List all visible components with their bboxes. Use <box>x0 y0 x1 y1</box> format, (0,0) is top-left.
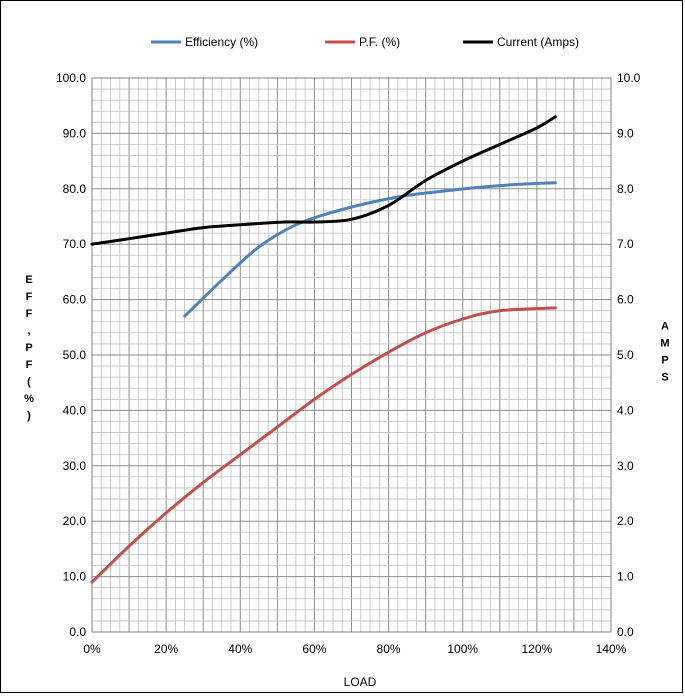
legend-label-p-f: P.F. (%) <box>359 35 400 49</box>
y-tick-label: 20.0 <box>63 514 87 528</box>
y-tick-label: 10.0 <box>63 570 87 584</box>
series-lines <box>90 115 557 584</box>
y2-tick-label: 3.0 <box>617 459 634 473</box>
y2-tick-label: 0.0 <box>617 625 634 639</box>
y2-tick-label: 9.0 <box>617 126 634 140</box>
axis-label-char: F <box>26 291 33 303</box>
axis-label-char: M <box>660 338 669 350</box>
y-tick-label: 90.0 <box>63 126 87 140</box>
x-axis-label: LOAD <box>344 675 377 689</box>
x-tick-label: 100% <box>447 642 478 656</box>
y-tick-label: 100.0 <box>56 71 86 85</box>
axis-label-char: P <box>25 342 32 354</box>
axis-label-char: F <box>26 359 33 371</box>
axis-label-char: E <box>25 274 32 286</box>
y-tick-label: 30.0 <box>63 459 87 473</box>
plot-area-border <box>91 77 612 633</box>
axis-label-char: A <box>661 321 669 333</box>
x-tick-label: 60% <box>302 642 326 656</box>
x-tick-label: 40% <box>228 642 252 656</box>
axis-label-char: F <box>26 308 33 320</box>
legend-label-current-amps: Current (Amps) <box>497 35 579 49</box>
y2-tick-label: 8.0 <box>617 182 634 196</box>
series-line-current-amps <box>90 115 557 246</box>
y-tick-label: 40.0 <box>63 403 87 417</box>
x-tick-label: 140% <box>596 642 627 656</box>
y-tick-label: 70.0 <box>63 237 87 251</box>
x-tick-label: 80% <box>377 642 401 656</box>
tick-labels: 0.0 10.0 20.0 30.0 40.0 50.0 60.0 70.0 80.0 90.0 1… <box>56 71 641 656</box>
axis-label-char: % <box>24 393 34 405</box>
grid <box>91 77 612 633</box>
axis-label-char: S <box>661 372 668 384</box>
x-tick-label: 20% <box>154 642 178 656</box>
y-tick-label: 0.0 <box>69 625 86 639</box>
y2-tick-label: 6.0 <box>617 293 634 307</box>
y-tick-label: 50.0 <box>63 348 87 362</box>
series-line-efficiency <box>183 181 557 318</box>
y2-tick-label: 10.0 <box>617 71 641 85</box>
y2-tick-label: 7.0 <box>617 237 634 251</box>
y-tick-label: 60.0 <box>63 293 87 307</box>
axis-label-char: , <box>27 325 30 337</box>
legend: Efficiency (%) P.F. (%) Current (Amps) <box>151 35 579 49</box>
series-line-p-f <box>90 306 557 584</box>
x-tick-label: 120% <box>522 642 553 656</box>
axis-label-char: P <box>661 355 668 367</box>
axis-label-char: ( <box>27 376 31 388</box>
y-tick-label: 80.0 <box>63 182 87 196</box>
y2-tick-label: 1.0 <box>617 570 634 584</box>
y2-tick-label: 5.0 <box>617 348 634 362</box>
legend-label-efficiency: Efficiency (%) <box>185 35 258 49</box>
axis-label-char: ) <box>27 410 31 422</box>
y-axis-label: EFF,PF(%) <box>24 274 34 422</box>
y2-tick-label: 2.0 <box>617 514 634 528</box>
x-tick-label: 0% <box>83 642 101 656</box>
y2-tick-label: 4.0 <box>617 403 634 417</box>
